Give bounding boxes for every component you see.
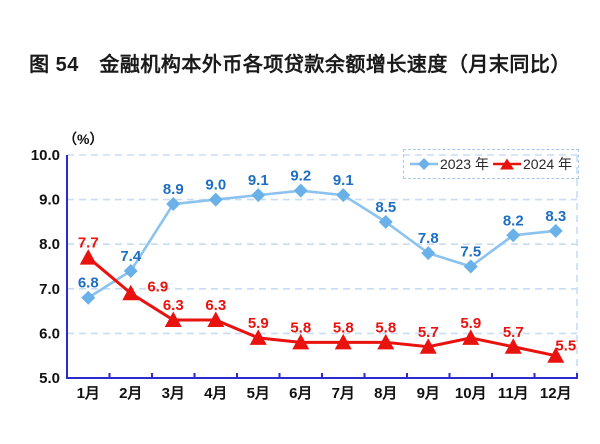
data-point-marker xyxy=(378,214,393,229)
y-tick-label: 8.0 xyxy=(39,236,60,253)
x-tick-label: 12月 xyxy=(540,385,572,402)
data-label: 5.5 xyxy=(555,338,576,355)
data-point-marker xyxy=(377,333,395,350)
data-label: 6.3 xyxy=(205,297,226,314)
y-tick-label: 10.0 xyxy=(31,147,60,164)
x-tick-label: 6月 xyxy=(289,385,312,402)
data-point-marker xyxy=(292,333,310,350)
x-tick-label: 5月 xyxy=(247,385,270,402)
y-tick-label: 9.0 xyxy=(39,192,60,209)
series-line-2023 xyxy=(87,189,556,299)
data-point-marker xyxy=(334,333,352,350)
data-point-marker xyxy=(419,338,437,354)
data-point-marker xyxy=(462,329,480,345)
data-label: 7.4 xyxy=(120,248,142,265)
y-tick-label: 7.0 xyxy=(39,281,60,298)
series-line-2024 xyxy=(87,256,557,358)
data-label: 7.8 xyxy=(418,230,439,247)
data-label: 5.7 xyxy=(418,324,439,341)
data-point-marker xyxy=(547,347,565,363)
data-label: 8.3 xyxy=(545,208,566,225)
y-tick-label: 6.0 xyxy=(39,325,60,342)
figure-title: 图 54 金融机构本外币各项贷款余额增长速度（月末同比） xyxy=(29,54,571,76)
x-tick-label: 2月 xyxy=(119,385,142,402)
data-label: 5.9 xyxy=(460,315,481,332)
x-tick-label: 11月 xyxy=(498,385,529,402)
y-tick-label: 5.0 xyxy=(39,370,60,387)
x-tick-label: 9月 xyxy=(417,385,440,402)
data-label: 5.8 xyxy=(375,319,396,336)
data-label: 8.9 xyxy=(163,181,184,198)
triangle-marker-icon xyxy=(493,158,521,170)
legend: 2023 年 2024 年 xyxy=(403,149,579,179)
data-label: 6.3 xyxy=(163,297,184,314)
data-label: 9.1 xyxy=(333,172,354,189)
data-label: 8.2 xyxy=(503,212,524,229)
data-label: 9.1 xyxy=(248,172,269,189)
data-label: 5.8 xyxy=(290,319,311,336)
data-point-marker xyxy=(208,192,223,207)
data-label: 5.9 xyxy=(248,315,269,332)
data-point-marker xyxy=(504,338,522,354)
data-label: 5.7 xyxy=(503,324,524,341)
data-point-marker xyxy=(421,246,436,261)
x-tick-label: 3月 xyxy=(162,385,185,402)
x-tick-label: 1月 xyxy=(77,385,100,402)
data-point-marker xyxy=(207,311,225,328)
x-tick-label: 7月 xyxy=(332,385,355,402)
x-tick-label: 4月 xyxy=(204,385,227,402)
data-point-marker xyxy=(548,223,563,238)
legend-item-2024: 2024 年 xyxy=(493,154,572,174)
data-point-marker xyxy=(79,249,97,265)
data-point-marker xyxy=(251,188,266,203)
data-label: 7.5 xyxy=(460,244,481,261)
data-point-marker xyxy=(463,259,478,274)
data-point-marker xyxy=(166,197,181,212)
data-point-marker xyxy=(336,188,351,203)
data-point-marker xyxy=(122,284,140,301)
legend-label-2024: 2024 年 xyxy=(523,156,573,172)
data-label: 8.5 xyxy=(375,199,396,216)
data-label: 5.8 xyxy=(333,319,354,336)
data-point-marker xyxy=(249,329,267,345)
data-label: 6.8 xyxy=(78,275,99,292)
diamond-marker-icon xyxy=(409,158,438,170)
data-label: 6.9 xyxy=(147,278,168,295)
data-point-marker xyxy=(164,311,182,328)
data-label: 7.7 xyxy=(78,235,99,252)
data-point-marker xyxy=(81,290,96,305)
data-point-marker xyxy=(506,228,521,243)
data-label: 9.2 xyxy=(290,168,311,185)
data-label: 9.0 xyxy=(205,177,226,194)
x-tick-label: 10月 xyxy=(455,385,487,402)
y-axis-unit-label: （%） xyxy=(63,131,104,147)
legend-label-2023: 2023 年 xyxy=(439,156,489,172)
data-point-marker xyxy=(123,263,138,278)
legend-item-2023: 2023 年 xyxy=(409,154,489,174)
x-tick-label: 8月 xyxy=(374,385,397,402)
data-point-marker xyxy=(293,183,308,198)
